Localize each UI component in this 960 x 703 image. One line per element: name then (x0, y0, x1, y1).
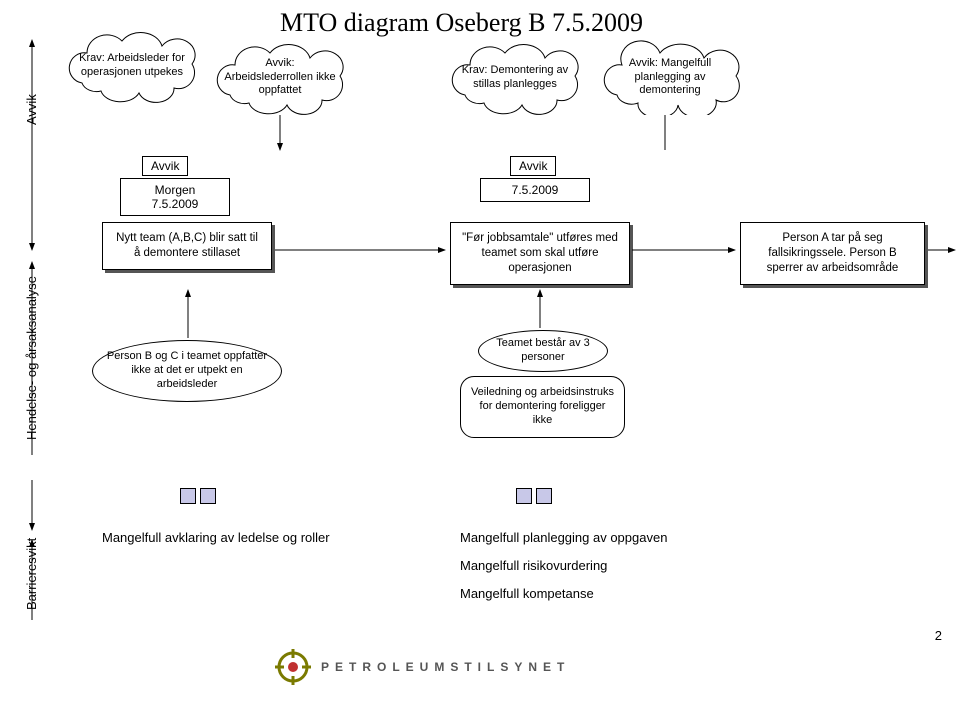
barrier-marker-1 (180, 488, 196, 504)
oval-person-bc: Person B og C i teamet oppfatter ikke at… (92, 340, 282, 402)
barrier-text-1: Mangelfull avklaring av ledelse og rolle… (102, 530, 330, 545)
label-avvik-2: Avvik (510, 156, 556, 176)
cloud-avvik-rolle: Avvik: Arbeidslederrollen ikke oppfattet (210, 40, 350, 115)
cloud-krav-arbeidsleder: Krav: Arbeidsleder for operasjonen utpek… (62, 28, 202, 103)
barrier-marker-3 (516, 488, 532, 504)
roundrect-veiledning: Veiledning og arbeidsinstruks for demont… (460, 376, 625, 438)
label-avvik-1: Avvik (142, 156, 188, 176)
date-box-1: Morgen 7.5.2009 (120, 178, 230, 216)
footer-logo: PETROLEUMSTILSYNET (275, 649, 570, 685)
cloud-text: Avvik: Mangelfull planlegging av demonte… (595, 40, 745, 115)
cloud-text: Krav: Demontering av stillas planlegges (445, 40, 585, 115)
barrier-text-2: Mangelfull planlegging av oppgaven (460, 530, 667, 545)
axis-label-barriere: Barrieresvikt (24, 538, 39, 610)
barrier-text-4: Mangelfull kompetanse (460, 586, 594, 601)
axis-label-avvik: Avvik (24, 94, 39, 125)
date-box-2: 7.5.2009 (480, 178, 590, 202)
cloud-avvik-planlegging: Avvik: Mangelfull planlegging av demonte… (595, 40, 745, 115)
page-number: 2 (935, 628, 942, 643)
box-team-demontere: Nytt team (A,B,C) blir satt til å demont… (102, 222, 272, 270)
footer-text: PETROLEUMSTILSYNET (321, 660, 570, 674)
axis-label-hendelse: Hendelse- og årsaksanalyse (24, 276, 39, 440)
cloud-krav-demontering: Krav: Demontering av stillas planlegges (445, 40, 585, 115)
box-fallsikring: Person A tar på seg fallsikringssele. Pe… (740, 222, 925, 285)
logo-icon (275, 649, 311, 685)
box-jobbsamtale: "Før jobbsamtale" utføres med teamet som… (450, 222, 630, 285)
cloud-text: Krav: Arbeidsleder for operasjonen utpek… (62, 28, 202, 103)
cloud-text: Avvik: Arbeidslederrollen ikke oppfattet (210, 40, 350, 115)
barrier-marker-4 (536, 488, 552, 504)
diagram-title: MTO diagram Oseberg B 7.5.2009 (280, 8, 643, 38)
barrier-marker-2 (200, 488, 216, 504)
oval-teamet-3: Teamet består av 3 personer (478, 330, 608, 372)
barrier-text-3: Mangelfull risikovurdering (460, 558, 607, 573)
